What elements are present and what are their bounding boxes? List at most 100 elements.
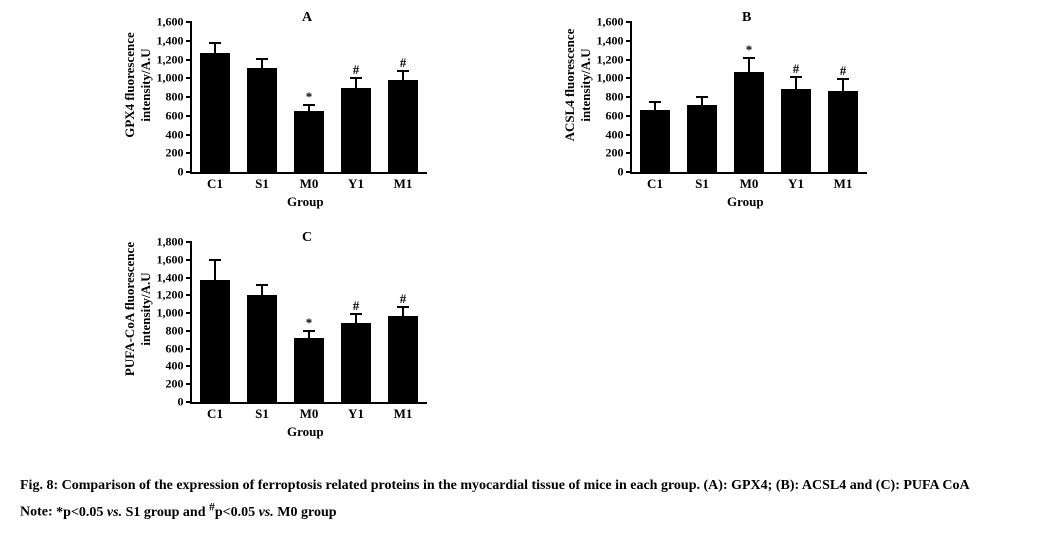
y-tick-label: 600 <box>606 108 624 123</box>
error-cap <box>256 58 268 60</box>
y-tick <box>186 383 192 385</box>
bar <box>247 68 276 172</box>
plot-area: 02004006008001,0001,2001,4001,600C1S1*M0… <box>630 22 867 174</box>
y-tick <box>186 152 192 154</box>
chart-panel-c: C02004006008001,0001,2001,4001,6001,800C… <box>100 230 500 450</box>
y-tick-label: 0 <box>618 165 624 180</box>
plot-area: 02004006008001,0001,2001,4001,6001,800C1… <box>190 242 427 404</box>
y-tick <box>186 294 192 296</box>
y-tick-label: 1,800 <box>157 235 184 250</box>
y-tick <box>186 134 192 136</box>
y-tick-label: 400 <box>166 127 184 142</box>
error-bar <box>402 307 404 316</box>
significance-marker: # <box>353 298 360 314</box>
y-axis-label: ACSL4 fluorescenceintensity/A.U <box>562 10 594 160</box>
significance-marker: * <box>746 42 753 58</box>
plot-area: 02004006008001,0001,2001,4001,600C1S1*M0… <box>190 22 427 174</box>
error-bar <box>748 58 750 72</box>
y-tick <box>186 241 192 243</box>
bar <box>247 295 276 402</box>
y-tick-label: 800 <box>166 323 184 338</box>
y-tick <box>186 259 192 261</box>
x-tick-label: M0 <box>300 176 319 192</box>
error-bar <box>214 43 216 53</box>
chart-panel-a: A02004006008001,0001,2001,4001,600C1S1*M… <box>100 10 500 220</box>
y-tick <box>626 152 632 154</box>
y-tick <box>626 21 632 23</box>
y-tick-label: 0 <box>178 165 184 180</box>
y-axis-label: GPX4 fluorescenceintensity/A.U <box>122 10 154 160</box>
error-cap <box>256 284 268 286</box>
y-tick-label: 1,400 <box>157 270 184 285</box>
y-tick-label: 400 <box>166 359 184 374</box>
bar <box>341 323 370 402</box>
y-tick-label: 1,000 <box>157 306 184 321</box>
error-bar <box>355 78 357 87</box>
y-tick <box>186 77 192 79</box>
bar <box>781 89 810 172</box>
page-root: A02004006008001,0001,2001,4001,600C1S1*M… <box>0 0 1039 541</box>
x-tick-label: M1 <box>394 406 413 422</box>
error-bar <box>842 79 844 91</box>
charts-grid: A02004006008001,0001,2001,4001,600C1S1*M… <box>20 10 1019 450</box>
significance-marker: * <box>306 89 313 105</box>
x-tick-label: S1 <box>255 406 269 422</box>
y-tick <box>186 312 192 314</box>
y-tick-label: 800 <box>606 90 624 105</box>
y-tick <box>186 348 192 350</box>
y-tick <box>626 171 632 173</box>
y-tick-label: 400 <box>606 127 624 142</box>
significance-marker: * <box>306 315 313 331</box>
y-tick-label: 600 <box>166 341 184 356</box>
y-tick <box>186 59 192 61</box>
caption-main-text: Comparison of the expression of ferropto… <box>62 478 970 493</box>
y-tick-label: 1,400 <box>597 33 624 48</box>
y-tick-label: 600 <box>166 108 184 123</box>
y-tick <box>626 59 632 61</box>
significance-marker: # <box>793 61 800 77</box>
x-tick-label: Y1 <box>788 176 804 192</box>
y-tick-label: 1,400 <box>157 33 184 48</box>
error-cap <box>649 101 661 103</box>
y-tick-label: 0 <box>178 395 184 410</box>
y-axis-label: PUFA-CoA fluorescenceintensity/A.U <box>122 229 154 389</box>
y-tick <box>626 77 632 79</box>
y-tick-label: 1,200 <box>157 288 184 303</box>
error-bar <box>355 314 357 323</box>
y-tick <box>186 115 192 117</box>
y-tick-label: 1,200 <box>157 52 184 67</box>
caption-note: Note: *p<0.05 vs. S1 group and #p<0.05 v… <box>20 499 1019 523</box>
error-bar <box>214 260 216 280</box>
x-tick-label: C1 <box>207 176 223 192</box>
y-tick-label: 200 <box>166 146 184 161</box>
x-tick-label: Y1 <box>348 406 364 422</box>
y-tick <box>186 277 192 279</box>
y-tick <box>186 330 192 332</box>
error-cap <box>696 96 708 98</box>
significance-marker: # <box>400 291 407 307</box>
x-axis-label: Group <box>287 194 324 210</box>
y-tick <box>186 40 192 42</box>
error-bar <box>402 71 404 80</box>
caption-note-label: Note: <box>20 505 56 520</box>
y-tick-label: 200 <box>606 146 624 161</box>
error-bar <box>701 97 703 105</box>
y-tick-label: 1,000 <box>157 71 184 86</box>
error-bar <box>261 59 263 68</box>
x-tick-label: S1 <box>695 176 709 192</box>
caption-fig-label: Fig. 8: <box>20 478 62 493</box>
x-tick-label: M1 <box>834 176 853 192</box>
x-tick-label: Y1 <box>348 176 364 192</box>
empty-cell <box>540 230 940 450</box>
bar <box>388 80 417 172</box>
y-tick-label: 1,000 <box>597 71 624 86</box>
x-tick-label: C1 <box>207 406 223 422</box>
y-tick-label: 1,600 <box>597 15 624 30</box>
bar <box>200 280 229 402</box>
x-tick-label: S1 <box>255 176 269 192</box>
x-axis-label: Group <box>727 194 764 210</box>
x-tick-label: M1 <box>394 176 413 192</box>
y-tick-label: 1,600 <box>157 252 184 267</box>
x-axis-label: Group <box>287 424 324 440</box>
significance-marker: # <box>840 63 847 79</box>
